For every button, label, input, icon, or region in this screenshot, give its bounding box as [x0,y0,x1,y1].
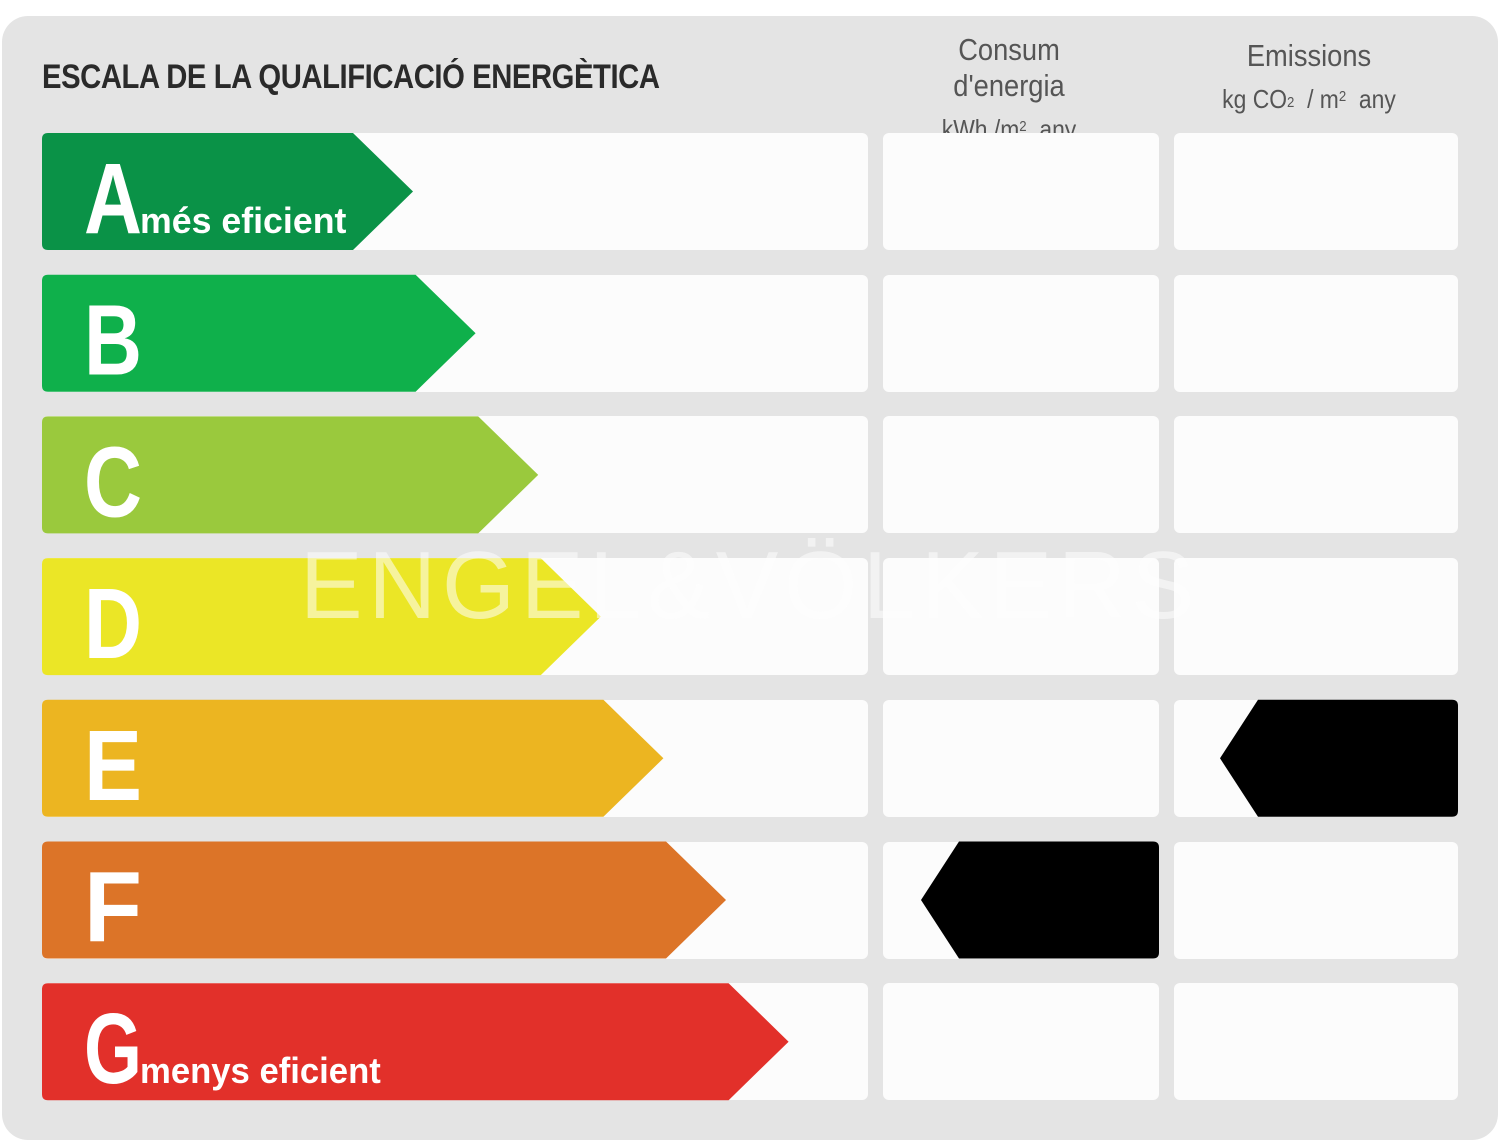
emissions-cell-b [1174,274,1458,392]
rating-letter-d: D [84,568,142,680]
emissions-cell-d [1174,558,1458,676]
rating-letter-b: B [84,285,142,397]
consumption-cell-e [883,699,1159,817]
rating-letter-g: G [84,993,142,1105]
emissions-column-header: Emissions kg CO2 / m2 any [1192,38,1426,116]
consumption-indicator-arrow [921,841,1159,959]
rating-letter-f: F [84,852,142,964]
emissions-column-unit: kg CO2 / m2 any [1222,84,1396,114]
emissions-cell-a [1174,133,1458,250]
rating-label-a: més eficient [140,200,346,241]
emissions-cell-g [1174,983,1458,1101]
emissions-cell-c [1174,416,1458,534]
consumption-cell-a [883,133,1159,250]
watermark: ENGEL&VÖLKERS [300,532,1200,639]
emissions-indicator-arrow [1220,699,1458,817]
rating-arrow-f [42,841,726,959]
consumption-cell-b [883,274,1159,392]
rating-arrow-b [42,274,476,392]
rating-arrow-c [42,416,539,534]
emissions-column-title: Emissions [1246,38,1372,73]
consumption-cell-d [883,558,1159,676]
rating-letter-a: A [84,143,142,255]
rating-letter-c: C [84,426,142,538]
rating-label-g: menys eficient [140,1050,381,1091]
rating-arrow-a [42,133,413,250]
rating-arrow-g [42,983,789,1101]
consumption-column-title: Consum d'energia [953,32,1065,103]
emissions-cell-f [1174,841,1458,959]
rating-letter-e: E [84,710,142,822]
page-title: ESCALA DE LA QUALIFICACIÓ ENERGÈTICA [42,58,660,96]
consumption-cell-c [883,416,1159,534]
rating-arrow-d [42,558,601,676]
rating-arrow-e [42,699,664,817]
consumption-cell-g [883,983,1159,1101]
